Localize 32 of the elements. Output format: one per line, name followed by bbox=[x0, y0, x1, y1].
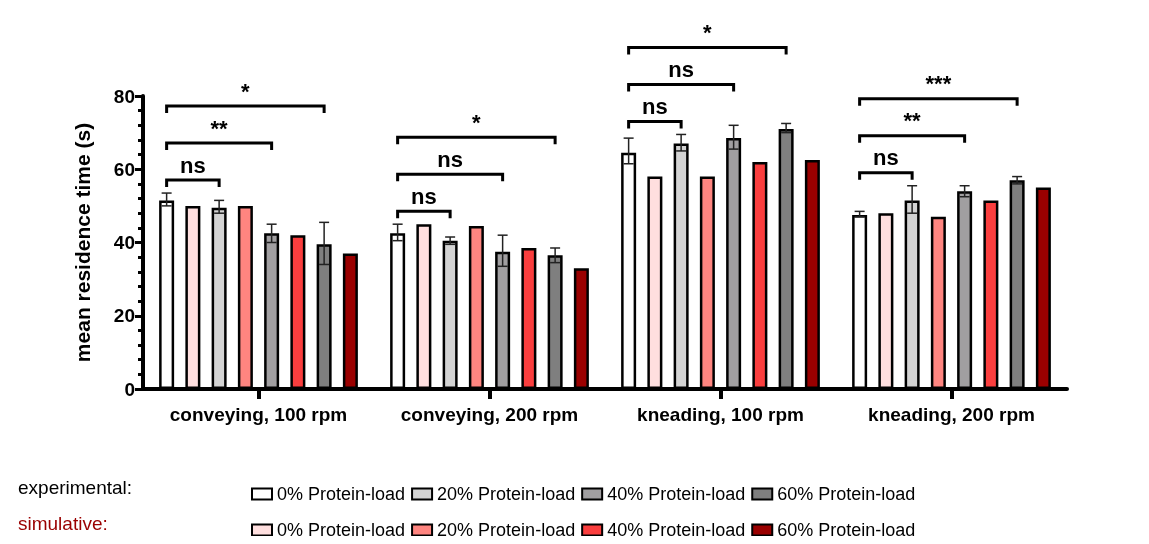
legend-label: 40% Protein-load bbox=[607, 520, 746, 540]
y-tick-label: 60 bbox=[113, 158, 135, 180]
y-tick-label: 80 bbox=[113, 85, 135, 107]
annotation: ns bbox=[411, 183, 437, 209]
annotation: ns bbox=[873, 145, 899, 171]
text: experimental: bbox=[18, 477, 133, 498]
annotation: * bbox=[241, 78, 251, 104]
legend-label: 20% Protein-load bbox=[437, 484, 576, 504]
text: * bbox=[703, 19, 713, 45]
legend-label: 60% Protein-load bbox=[777, 484, 916, 504]
annotation: * bbox=[472, 109, 482, 135]
annotation: ** bbox=[903, 108, 922, 134]
legend-label: 40% Protein-load bbox=[607, 484, 746, 504]
x-tick-label: kneading, 100 rpm bbox=[637, 404, 804, 425]
legend-label: 0% Protein-load bbox=[277, 484, 406, 504]
y-tick-label: 40 bbox=[113, 232, 135, 253]
x-tick-label: conveying, 100 rpm bbox=[169, 404, 348, 425]
y-tick-label: 20 bbox=[113, 305, 135, 327]
x-tick-label: kneading, 200 rpm bbox=[868, 404, 1035, 425]
annotation: ns bbox=[642, 93, 668, 119]
x-tick-label: conveying, 200 rpm bbox=[400, 404, 579, 425]
text: simulative: bbox=[18, 513, 108, 534]
legend-label: 20% Protein-load bbox=[437, 520, 576, 540]
legend-label: 60% Protein-load bbox=[777, 520, 916, 540]
annotation: ** bbox=[210, 115, 229, 141]
annotation: ns bbox=[437, 146, 463, 172]
y-axis-title: mean residence time (s) bbox=[71, 122, 94, 363]
text: *** bbox=[925, 71, 952, 97]
annotation: ns bbox=[180, 152, 206, 178]
y-tick-label: 0 bbox=[124, 378, 135, 400]
text: ns bbox=[668, 56, 694, 82]
legend-label: 0% Protein-load bbox=[277, 520, 406, 540]
